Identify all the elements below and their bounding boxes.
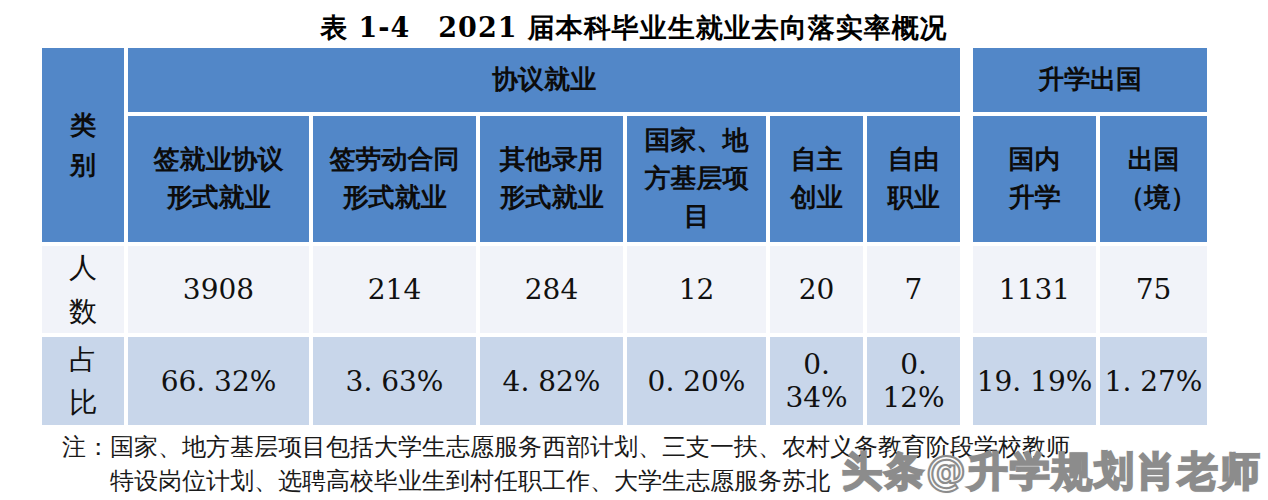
group-header-further-study-abroad: 升学出国	[973, 48, 1207, 112]
count-cell: 12	[627, 246, 766, 333]
col-header-label: 出国（境）	[1118, 141, 1188, 216]
row-label-percentage: 占比	[42, 337, 124, 425]
percent-cell: 0. 34%	[770, 337, 863, 425]
col-header-signed-labor-contract: 签劳动合同形式就业	[313, 116, 476, 242]
col-header-self-employed: 自主创业	[770, 116, 863, 242]
percent-cell: 0. 12%	[867, 337, 960, 425]
row-label: 人数	[66, 246, 101, 333]
count-cell: 284	[480, 246, 623, 333]
row-label: 占比	[66, 338, 101, 425]
col-header-label: 签就业协议形式就业	[151, 141, 286, 216]
count-cell: 3908	[128, 246, 309, 333]
page-title: 表 1-4 2021 届本科毕业生就业去向落实率概况	[0, 10, 1268, 46]
group-header-agreement-employment: 协议就业	[128, 48, 960, 112]
group-header-label: 升学出国	[1038, 61, 1142, 99]
col-header-label: 国内升学	[1006, 141, 1063, 216]
col-header-freelance: 自由职业	[867, 116, 960, 242]
col-header-study-abroad: 出国（境）	[1100, 116, 1207, 242]
col-header-other-hiring-forms: 其他录用形式就业	[480, 116, 623, 242]
col-header-label: 签劳动合同形式就业	[327, 141, 462, 216]
count-cell: 1131	[973, 246, 1096, 333]
count-cell: 7	[867, 246, 960, 333]
count-cell: 214	[313, 246, 476, 333]
footnote-prefix: 注：	[62, 430, 110, 498]
percent-cell: 0. 20%	[627, 337, 766, 425]
col-header-label: 自主创业	[788, 141, 845, 216]
percent-cell: 19. 19%	[973, 337, 1096, 425]
percent-cell: 66. 32%	[128, 337, 309, 425]
row-label-count: 人数	[42, 246, 124, 333]
col-header-national-local-grassroots: 国家、地方基层项目	[627, 116, 766, 242]
count-cell: 20	[770, 246, 863, 333]
percent-cell: 4. 82%	[480, 337, 623, 425]
corner-header-label: 类别	[67, 105, 100, 186]
toutiao-watermark: 头条@升学规划肖老师	[842, 444, 1262, 499]
percent-cell: 3. 63%	[313, 337, 476, 425]
col-header-signed-employment-agreement: 签就业协议形式就业	[128, 116, 309, 242]
corner-header-category: 类别	[42, 48, 124, 242]
col-header-domestic-further-study: 国内升学	[973, 116, 1096, 242]
col-header-label: 国家、地方基层项目	[641, 122, 753, 235]
percent-cell: 1. 27%	[1100, 337, 1207, 425]
col-header-label: 自由职业	[885, 141, 942, 216]
group-header-label: 协议就业	[492, 61, 596, 99]
count-cell: 75	[1100, 246, 1207, 333]
col-header-label: 其他录用形式就业	[497, 141, 606, 216]
employment-table: 类别 协议就业 升学出国 签就业协议形式就业 签劳动合同形式就业 其他录用形式就…	[42, 48, 1207, 425]
